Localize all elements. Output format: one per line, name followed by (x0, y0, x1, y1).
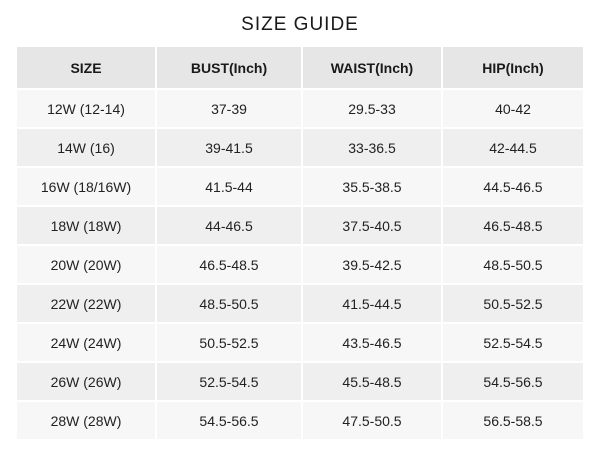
cell-bust: 54.5-56.5 (157, 402, 303, 441)
cell-bust: 48.5-50.5 (157, 285, 303, 324)
page-title: SIZE GUIDE (241, 14, 359, 35)
cell-hip: 56.5-58.5 (443, 402, 583, 441)
cell-size: 22W (22W) (17, 285, 157, 324)
cell-hip: 50.5-52.5 (443, 285, 583, 324)
table-row: 20W (20W) 46.5-48.5 39.5-42.5 48.5-50.5 (17, 246, 583, 285)
cell-size: 28W (28W) (17, 402, 157, 441)
cell-size: 18W (18W) (17, 207, 157, 246)
table-header-row: SIZE BUST(Inch) WAIST(Inch) HIP(Inch) (17, 47, 583, 90)
cell-hip: 52.5-54.5 (443, 324, 583, 363)
cell-bust: 52.5-54.5 (157, 363, 303, 402)
cell-waist: 29.5-33 (303, 90, 443, 129)
cell-size: 24W (24W) (17, 324, 157, 363)
cell-hip: 44.5-46.5 (443, 168, 583, 207)
cell-waist: 47.5-50.5 (303, 402, 443, 441)
cell-bust: 50.5-52.5 (157, 324, 303, 363)
column-header-hip: HIP(Inch) (443, 47, 583, 90)
cell-hip: 54.5-56.5 (443, 363, 583, 402)
table-row: 22W (22W) 48.5-50.5 41.5-44.5 50.5-52.5 (17, 285, 583, 324)
cell-waist: 33-36.5 (303, 129, 443, 168)
table-row: 26W (26W) 52.5-54.5 45.5-48.5 54.5-56.5 (17, 363, 583, 402)
cell-size: 12W (12-14) (17, 90, 157, 129)
cell-hip: 46.5-48.5 (443, 207, 583, 246)
cell-size: 20W (20W) (17, 246, 157, 285)
cell-size: 14W (16) (17, 129, 157, 168)
cell-bust: 39-41.5 (157, 129, 303, 168)
cell-size: 16W (18/16W) (17, 168, 157, 207)
cell-waist: 45.5-48.5 (303, 363, 443, 402)
cell-waist: 43.5-46.5 (303, 324, 443, 363)
cell-bust: 37-39 (157, 90, 303, 129)
table-row: 24W (24W) 50.5-52.5 43.5-46.5 52.5-54.5 (17, 324, 583, 363)
cell-hip: 40-42 (443, 90, 583, 129)
column-header-waist: WAIST(Inch) (303, 47, 443, 90)
cell-hip: 42-44.5 (443, 129, 583, 168)
table-row: 16W (18/16W) 41.5-44 35.5-38.5 44.5-46.5 (17, 168, 583, 207)
table-row: 28W (28W) 54.5-56.5 47.5-50.5 56.5-58.5 (17, 402, 583, 441)
size-guide-table: SIZE BUST(Inch) WAIST(Inch) HIP(Inch) 12… (17, 47, 583, 441)
table-row: 12W (12-14) 37-39 29.5-33 40-42 (17, 90, 583, 129)
cell-bust: 44-46.5 (157, 207, 303, 246)
cell-waist: 37.5-40.5 (303, 207, 443, 246)
cell-waist: 35.5-38.5 (303, 168, 443, 207)
table-row: 18W (18W) 44-46.5 37.5-40.5 46.5-48.5 (17, 207, 583, 246)
cell-size: 26W (26W) (17, 363, 157, 402)
cell-waist: 41.5-44.5 (303, 285, 443, 324)
cell-bust: 46.5-48.5 (157, 246, 303, 285)
cell-hip: 48.5-50.5 (443, 246, 583, 285)
column-header-bust: BUST(Inch) (157, 47, 303, 90)
cell-bust: 41.5-44 (157, 168, 303, 207)
table-row: 14W (16) 39-41.5 33-36.5 42-44.5 (17, 129, 583, 168)
column-header-size: SIZE (17, 47, 157, 90)
cell-waist: 39.5-42.5 (303, 246, 443, 285)
